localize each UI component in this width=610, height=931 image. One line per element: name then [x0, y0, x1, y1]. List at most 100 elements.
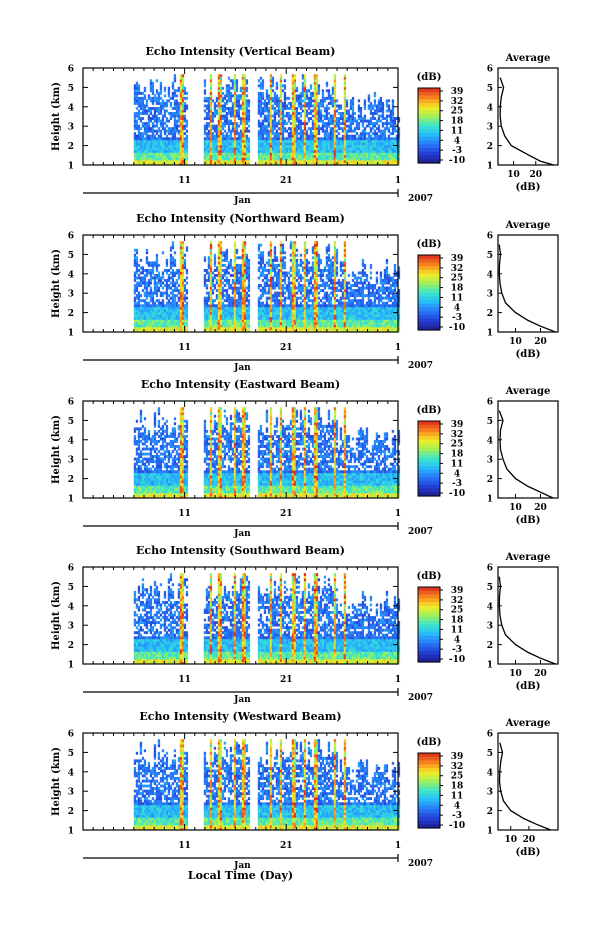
heatmap-cell: [218, 99, 220, 102]
heatmap-cell: [264, 274, 266, 277]
heatmap-cell: [330, 135, 332, 138]
heatmap-cell: [330, 150, 332, 153]
heatmap-cell: [316, 147, 318, 150]
heatmap-cell: [242, 105, 244, 108]
heatmap-cell: [208, 279, 210, 282]
heatmap-cell: [316, 137, 318, 140]
heatmap-cell: [150, 272, 152, 275]
heatmap-cell: [334, 84, 336, 87]
heatmap-cell: [170, 127, 172, 130]
heatmap-cell: [220, 155, 222, 158]
heatmap-cell: [186, 150, 188, 153]
heatmap-cell: [296, 314, 298, 317]
heatmap-cell: [294, 77, 296, 80]
heatmap-cell: [268, 150, 270, 153]
heatmap-cell: [270, 122, 272, 125]
heatmap-cell: [326, 145, 328, 148]
heatmap-cell: [138, 274, 140, 277]
heatmap-cell: [218, 284, 220, 287]
heatmap-cell: [226, 272, 228, 275]
heatmap-cell: [340, 157, 342, 160]
heatmap-cell: [318, 92, 320, 95]
heatmap-cell: [246, 317, 248, 320]
heatmap-cell: [174, 274, 176, 277]
heatmap-cell: [156, 312, 158, 315]
heatmap-cell: [388, 152, 390, 155]
heatmap-cell: [150, 140, 152, 143]
heatmap-cell: [282, 259, 284, 262]
heatmap-cell: [304, 87, 306, 90]
heatmap-cell: [366, 125, 368, 128]
heatmap-cell: [208, 259, 210, 262]
heatmap-cell: [134, 297, 136, 300]
heatmap-cell: [342, 120, 344, 123]
heatmap-cell: [236, 319, 238, 322]
heatmap-cell: [298, 97, 300, 100]
heatmap-cell: [238, 94, 240, 97]
heatmap-cell: [394, 120, 396, 123]
heatmap-cell: [294, 272, 296, 275]
heatmap-cell: [206, 272, 208, 275]
heatmap-cell: [240, 150, 242, 153]
heatmap-cell: [384, 117, 386, 120]
heatmap-cell: [280, 110, 282, 113]
heatmap-cell: [158, 279, 160, 282]
heatmap-cell: [302, 84, 304, 87]
heatmap-cell: [210, 309, 212, 312]
heatmap-cell: [138, 130, 140, 133]
heatmap-cell: [352, 135, 354, 138]
heatmap-cell: [258, 84, 260, 87]
heatmap-cell: [224, 279, 226, 282]
heatmap-cell: [292, 274, 294, 277]
heatmap-cell: [372, 140, 374, 143]
heatmap-cell: [268, 137, 270, 140]
heatmap-cell: [366, 140, 368, 143]
heatmap-cell: [152, 132, 154, 135]
heatmap-cell: [156, 299, 158, 302]
heatmap-cell: [310, 145, 312, 148]
heatmap-cell: [320, 145, 322, 148]
heatmap-cell: [248, 294, 250, 297]
heatmap-cell: [218, 147, 220, 150]
heatmap-cell: [166, 130, 168, 133]
heatmap-cell: [350, 122, 352, 125]
heatmap-cell: [280, 299, 282, 302]
heatmap-cell: [366, 147, 368, 150]
heatmap-cell: [378, 127, 380, 130]
heatmap-cell: [376, 140, 378, 143]
heatmap-cell: [218, 264, 220, 267]
heatmap-cell: [258, 327, 260, 330]
heatmap-cell: [394, 155, 396, 158]
heatmap-cell: [164, 304, 166, 307]
heatmap-cell: [170, 140, 172, 143]
heatmap-cell: [294, 142, 296, 145]
heatmap-cell: [394, 117, 396, 120]
heatmap-cell: [212, 157, 214, 160]
heatmap-cell: [272, 105, 274, 108]
heatmap: [134, 241, 400, 332]
heatmap-cell: [206, 307, 208, 310]
heatmap-cell: [164, 115, 166, 118]
heatmap-cell: [258, 125, 260, 128]
heatmap-cell: [170, 115, 172, 118]
heatmap-cell: [380, 142, 382, 145]
heatmap-cell: [146, 327, 148, 330]
y-tick-label: 1: [68, 162, 74, 172]
heatmap-cell: [296, 272, 298, 275]
heatmap-cell: [276, 292, 278, 295]
heatmap-cell: [338, 160, 340, 163]
heatmap-cell: [362, 147, 364, 150]
heatmap-cell: [316, 99, 318, 102]
heatmap-cell: [258, 254, 260, 257]
heatmap-cell: [376, 150, 378, 153]
heatmap-cell: [152, 309, 154, 312]
heatmap-cell: [142, 319, 144, 322]
heatmap-cell: [236, 292, 238, 295]
heatmap-cell: [282, 244, 284, 247]
heatmap-cell: [152, 152, 154, 155]
heatmap-cell: [208, 297, 210, 300]
heatmap-cell: [246, 99, 248, 102]
heatmap-cell: [258, 157, 260, 160]
heatmap-cell: [394, 160, 396, 163]
heatmap-cell: [154, 120, 156, 123]
